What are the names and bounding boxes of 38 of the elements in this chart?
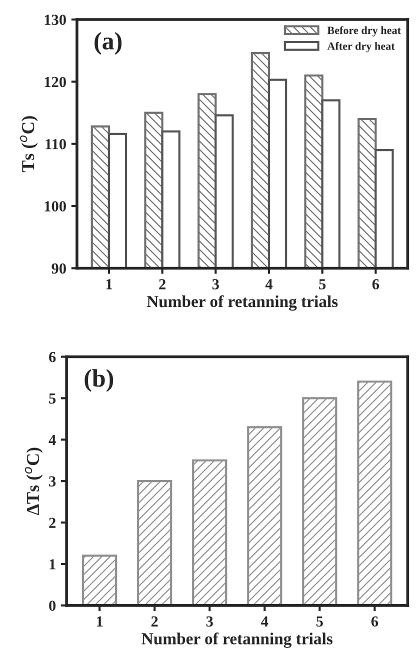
bar <box>82 554 118 606</box>
x-tick-label: 6 <box>371 616 378 627</box>
x-tick-label: 1 <box>106 279 112 290</box>
y-tick-label: 1 <box>50 559 56 570</box>
x-tick-label: 1 <box>96 616 103 626</box>
y-tick-label: 90 <box>52 263 66 274</box>
chart-title: (b) <box>84 369 114 392</box>
x-tick-label: 2 <box>159 279 166 290</box>
y-axis-title: Ts ($^{o}$C) <box>20 116 38 172</box>
bar <box>302 397 338 606</box>
x-tick-label: 3 <box>206 616 213 627</box>
bar <box>137 480 172 606</box>
y-tick-label: 3 <box>49 476 56 487</box>
x-axis-title: Number of retanning trials <box>146 295 338 311</box>
y-tick-label: 4 <box>48 434 56 445</box>
legend-label: After dry heat <box>327 42 395 52</box>
y-tick-label: 2 <box>49 518 56 528</box>
y-tick-label: 130 <box>44 14 66 25</box>
y-tick-label: 6 <box>49 352 56 362</box>
y-tick-label: 100 <box>44 201 66 212</box>
x-tick-label: 4 <box>265 279 273 290</box>
legend-label: Before dry heat <box>327 26 401 36</box>
x-tick-label: 5 <box>319 279 326 290</box>
chart-title: (a) <box>94 32 122 55</box>
y-tick-label: 110 <box>46 139 66 150</box>
x-tick-label: 3 <box>212 279 219 290</box>
bar <box>357 380 392 606</box>
bar <box>247 426 282 606</box>
bar <box>192 459 228 606</box>
x-tick-label: 5 <box>316 616 323 627</box>
y-tick-label: 0 <box>49 600 56 611</box>
y-axis-title: ΔTs ($^{o}$C) <box>24 448 43 516</box>
y-tick-label: 120 <box>44 76 66 88</box>
x-axis-title: Number of retanning trials <box>142 632 332 648</box>
x-tick-label: 2 <box>151 616 158 626</box>
y-tick-label: 5 <box>49 393 56 404</box>
x-tick-label: 6 <box>372 279 380 290</box>
x-tick-label: 4 <box>261 616 268 626</box>
